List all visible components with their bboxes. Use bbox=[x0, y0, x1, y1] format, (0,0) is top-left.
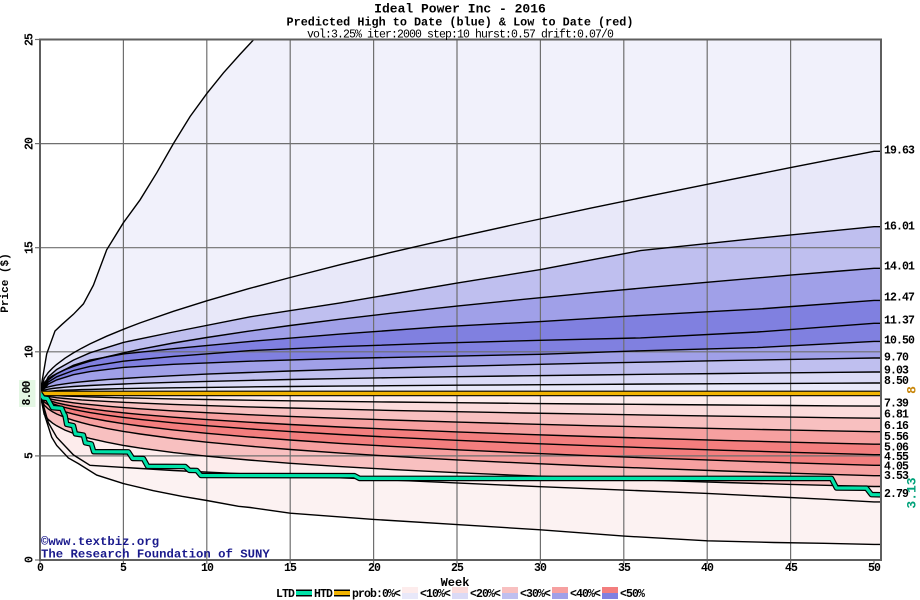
svg-text:45: 45 bbox=[785, 562, 798, 575]
svg-text:10: 10 bbox=[24, 345, 37, 358]
svg-text:4.05: 4.05 bbox=[884, 461, 909, 474]
svg-text:12.47: 12.47 bbox=[884, 292, 915, 305]
svg-text:20: 20 bbox=[24, 137, 37, 150]
svg-text:25: 25 bbox=[24, 33, 37, 46]
svg-text:vol:3.25% iter:2000 step:10 hu: vol:3.25% iter:2000 step:10 hurst:0.57 d… bbox=[307, 29, 614, 42]
svg-text:2.79: 2.79 bbox=[884, 488, 909, 501]
svg-text:5.06: 5.06 bbox=[884, 442, 909, 455]
svg-text:20: 20 bbox=[368, 562, 381, 575]
svg-text:Predicted High to Date (blue): Predicted High to Date (blue) & Low to D… bbox=[287, 16, 634, 30]
svg-text:9.70: 9.70 bbox=[884, 352, 909, 365]
svg-text:<40%<: <40%< bbox=[570, 588, 601, 600]
svg-text:prob:0%<: prob:0%< bbox=[352, 588, 401, 600]
svg-text:15: 15 bbox=[284, 562, 297, 575]
svg-text:14.01: 14.01 bbox=[884, 261, 915, 274]
svg-text:3.53: 3.53 bbox=[884, 470, 909, 483]
svg-text:©www.textbiz.org: ©www.textbiz.org bbox=[41, 535, 159, 549]
svg-text:The Research Foundation of SUN: The Research Foundation of SUNY bbox=[41, 548, 270, 562]
svg-text:5: 5 bbox=[24, 452, 37, 459]
svg-text:25: 25 bbox=[451, 562, 464, 575]
svg-text:9.03: 9.03 bbox=[884, 365, 909, 378]
svg-text:7.39: 7.39 bbox=[884, 398, 909, 411]
svg-text:<30%<: <30%< bbox=[520, 588, 551, 600]
svg-text:0: 0 bbox=[37, 562, 44, 575]
svg-text:5: 5 bbox=[120, 562, 127, 575]
svg-text:3.13: 3.13 bbox=[905, 477, 920, 508]
svg-text:<50%: <50% bbox=[620, 588, 645, 600]
svg-text:Ideal Power Inc - 2016: Ideal Power Inc - 2016 bbox=[374, 2, 546, 17]
svg-text:10.50: 10.50 bbox=[884, 335, 915, 348]
svg-text:35: 35 bbox=[618, 562, 631, 575]
svg-text:6.81: 6.81 bbox=[884, 409, 909, 422]
svg-text:11.37: 11.37 bbox=[884, 315, 915, 328]
svg-text:0: 0 bbox=[24, 556, 37, 563]
svg-text:<10%<: <10%< bbox=[420, 588, 451, 600]
svg-text:<20%<: <20%< bbox=[470, 588, 501, 600]
svg-text:8.50: 8.50 bbox=[884, 375, 909, 388]
svg-text:6.16: 6.16 bbox=[884, 420, 909, 433]
svg-text:50: 50 bbox=[868, 562, 881, 575]
svg-text:15: 15 bbox=[24, 241, 37, 254]
svg-text:16.01: 16.01 bbox=[884, 221, 915, 234]
svg-text:5.56: 5.56 bbox=[884, 431, 909, 444]
svg-text:HTD: HTD bbox=[314, 588, 333, 600]
svg-text:8.00: 8.00 bbox=[21, 381, 34, 406]
svg-text:10: 10 bbox=[201, 562, 214, 575]
svg-text:LTD: LTD bbox=[276, 588, 295, 600]
svg-text:8: 8 bbox=[905, 386, 920, 394]
svg-text:40: 40 bbox=[701, 562, 714, 575]
svg-text:30: 30 bbox=[534, 562, 547, 575]
svg-text:Week: Week bbox=[441, 576, 470, 590]
svg-text:4.55: 4.55 bbox=[884, 451, 909, 464]
svg-text:Price ($): Price ($) bbox=[0, 253, 12, 312]
svg-text:19.63: 19.63 bbox=[884, 145, 915, 158]
